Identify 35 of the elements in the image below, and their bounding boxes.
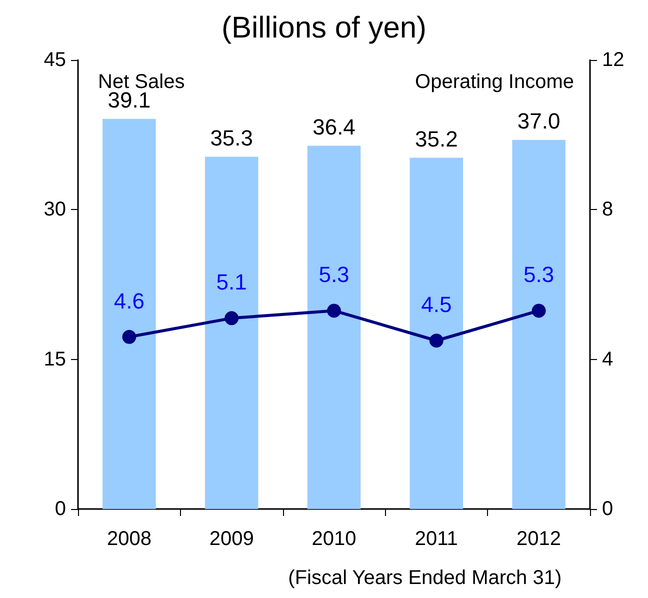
y-tick-label: 0 xyxy=(54,498,66,520)
chart-title: (Billions of yen) xyxy=(221,12,427,44)
bar xyxy=(307,146,361,509)
y2-tick-label: 4 xyxy=(602,348,614,370)
data-label: 5.3 xyxy=(318,262,350,288)
data-label: 37.0 xyxy=(517,108,560,134)
bar xyxy=(204,156,258,509)
data-label: 35.3 xyxy=(210,125,254,150)
data-label: 35.2 xyxy=(414,126,458,152)
y2-tick-label: 12 xyxy=(602,49,624,71)
x-tick-label: 2009 xyxy=(209,528,254,550)
y-tick-label: 45 xyxy=(44,49,66,71)
x-tick-label: 2008 xyxy=(106,528,152,550)
data-label: 4.6 xyxy=(114,288,144,314)
y2-tick-label: 0 xyxy=(602,498,614,520)
y-tick-label: 15 xyxy=(44,348,66,370)
point xyxy=(429,334,444,348)
point xyxy=(122,330,136,344)
x-tick-label: 2012 xyxy=(516,528,562,550)
y2-tick-label: 8 xyxy=(602,198,614,221)
y-tick-label: 30 xyxy=(44,198,66,221)
point xyxy=(532,304,546,318)
bar xyxy=(512,140,566,509)
data-label: 4.5 xyxy=(421,292,452,318)
data-label: 5.3 xyxy=(524,262,554,288)
data-label: 5.1 xyxy=(216,270,247,295)
point xyxy=(224,311,239,326)
bar xyxy=(410,158,464,509)
x-tick-label: 2010 xyxy=(312,528,356,550)
data-label: 36.4 xyxy=(312,114,356,140)
bar xyxy=(102,118,156,509)
x-axis-title: (Fiscal Years Ended March 31) xyxy=(288,567,562,589)
y2-axis-title: Operating Income xyxy=(415,71,574,93)
x-tick-label: 2011 xyxy=(414,528,458,550)
point xyxy=(327,304,341,318)
